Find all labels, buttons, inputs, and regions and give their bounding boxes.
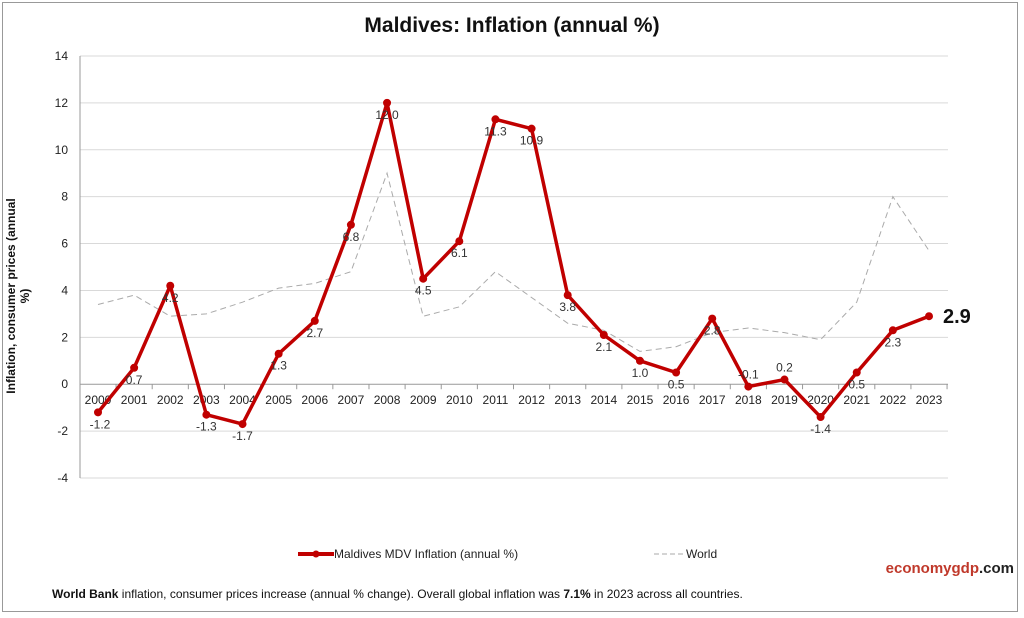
data-label: 12.0 [375,108,399,122]
x-tick-label: 2022 [880,393,907,407]
brand-logo: economygdp.com [885,560,1014,577]
maldives-data-point [310,316,319,325]
data-label: 11.3 [484,124,507,138]
x-tick-label: 2019 [771,393,798,407]
maldives-data-point [274,349,283,358]
data-label: -0.1 [738,368,759,382]
maldives-data-point [455,237,464,246]
maldives-data-point [563,291,572,300]
legend-label-world: World [686,547,718,561]
maldives-data-point [672,368,681,377]
x-tick-label: 2011 [483,393,509,407]
x-tick-label: 2015 [627,393,654,407]
x-tick-label: 2020 [807,393,834,407]
maldives-data-point [346,220,355,229]
data-label: 2.1 [595,340,612,354]
y-tick-label: -2 [57,424,68,438]
data-label: -1.3 [196,420,217,434]
maldives-data-point [419,274,428,283]
x-tick-label: 2002 [157,393,184,407]
maldives-data-point [599,330,608,339]
data-label: 4.2 [162,291,179,305]
maldives-data-point [925,312,933,321]
data-label: 0.5 [848,378,865,392]
data-label: -1.7 [232,429,253,443]
data-label: 2.8 [704,324,721,338]
maldives-series-line [96,101,930,426]
y-tick-label: 14 [55,49,69,63]
x-tick-label: 2014 [590,393,617,407]
data-label: 3.8 [559,300,576,314]
chart-title: Maldives: Inflation (annual %) [364,14,660,37]
data-label: 6.8 [343,230,360,244]
x-tick-label: 2006 [301,393,328,407]
data-label: 2.3 [885,335,902,349]
y-tick-label: 6 [61,237,68,251]
y-tick-label: 2 [61,330,68,344]
data-label: 0.2 [776,361,793,375]
maldives-data-point [708,314,717,323]
x-tick-label: 2003 [193,393,220,407]
data-label: 6.1 [451,246,468,260]
data-label: -1.2 [90,417,111,431]
y-tick-label: 12 [55,96,69,110]
data-label: 0.7 [126,373,143,387]
maldives-data-point [238,420,247,429]
x-tick-label: 2005 [265,393,292,407]
legend-line-maldives-icon [298,550,334,558]
footer-note: World Bank inflation, consumer prices in… [52,587,743,601]
x-tick-label: 2021 [843,393,870,407]
x-tick-label: 2023 [916,393,943,407]
maldives-data-point [780,375,789,384]
world-series-line [97,171,930,352]
maldives-data-point [527,124,536,133]
maldives-data-point [816,413,825,422]
y-tick-label: -4 [57,471,68,485]
x-tick-label: 2010 [446,393,473,407]
data-label: 1.3 [270,359,287,373]
x-tick-label: 2007 [338,393,365,407]
y-tick-label: 4 [61,283,68,297]
maldives-data-point [635,356,644,365]
y-tick-label: 0 [61,377,68,391]
maldives-data-point [888,326,897,335]
legend-label-maldives: Maldives MDV Inflation (annual %) [334,547,519,561]
maldives-data-point [166,281,175,290]
x-tick-label: 2004 [229,393,256,407]
maldives-data-point [94,408,102,417]
maldives-data-point [202,410,211,419]
data-label: 4.5 [415,284,432,298]
x-tick-label: 2012 [518,393,545,407]
x-tick-label: 2009 [410,393,437,407]
data-label: 2.7 [306,326,323,340]
last-value-label: 2.9 [943,306,971,328]
maldives-data-point [130,363,139,372]
data-label: 0.5 [668,378,685,392]
y-tick-label: 10 [55,143,69,157]
maldives-data-point [852,368,861,377]
maldives-data-point [491,115,500,124]
chart-frame [2,2,1018,612]
maldives-data-point [744,382,753,391]
data-label: 1.0 [632,366,649,380]
legend-item-world: World [652,547,717,561]
legend-line-world-icon [654,553,684,555]
x-tick-label: 2013 [554,393,581,407]
maldives-data-point [383,98,392,107]
x-tick-label: 2017 [699,393,726,407]
legend-item-maldives: Maldives MDV Inflation (annual %) [298,547,518,561]
data-label: 10.9 [520,134,544,148]
x-tick-label: 2008 [374,393,401,407]
data-label: -1.4 [810,422,831,436]
x-tick-label: 2001 [121,393,148,407]
y-tick-label: 8 [61,190,68,204]
x-tick-label: 2016 [663,393,690,407]
x-tick-label: 2018 [735,393,762,407]
